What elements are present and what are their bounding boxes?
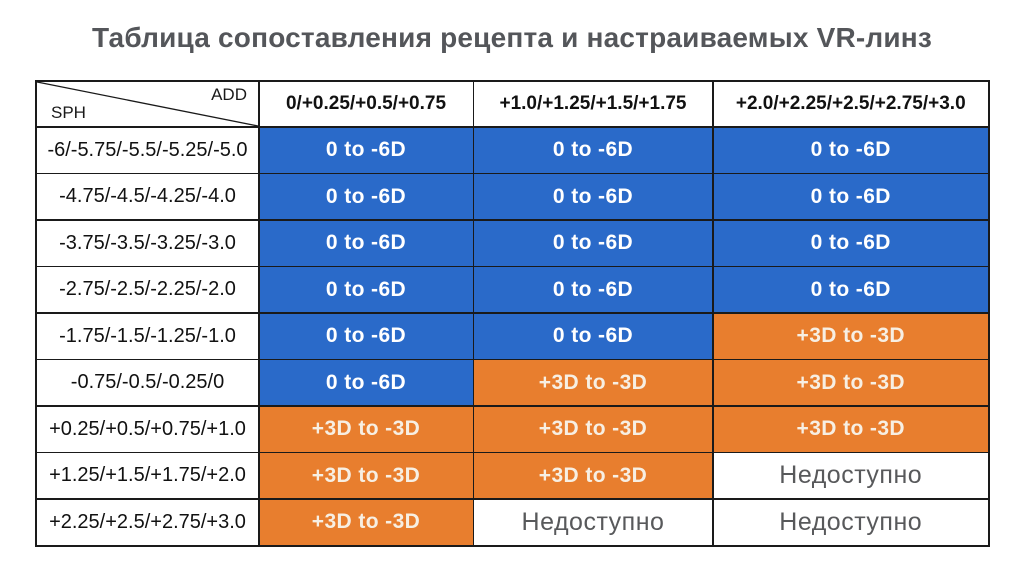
table-cell: 0 to -6D [474,313,712,359]
table-cell: Недоступно [713,453,988,499]
table-cell: +3D to -3D [474,453,712,499]
sph-row-label: -4.75/-4.5/-4.25/-4.0 [37,174,258,220]
sph-row-label: -3.75/-3.5/-3.25/-3.0 [37,220,258,266]
table-cell: 0 to -6D [713,174,988,220]
table-cell: 0 to -6D [259,360,473,406]
sph-row-label: -1.75/-1.5/-1.25/-1.0 [37,313,258,359]
table-cell: +3D to -3D [259,453,473,499]
corner-cell: ADD SPH [37,82,258,126]
diagonal-divider [37,82,258,126]
table-cell: 0 to -6D [713,267,988,313]
vr-lens-compatibility-table: ADD SPH 0/+0.25/+0.5/+0.75 +1.0/+1.25/+1… [35,80,990,547]
sph-row-label: -6/-5.75/-5.5/-5.25/-5.0 [37,127,258,173]
table-cell: +3D to -3D [259,499,473,545]
table-cell: 0 to -6D [474,174,712,220]
table-cell: 0 to -6D [259,220,473,266]
table-cell: +3D to -3D [713,406,988,452]
column-header-add-1: +1.0/+1.25/+1.5/+1.75 [474,82,712,126]
table-cell: Недоступно [713,499,988,545]
table-cell: 0 to -6D [259,267,473,313]
column-header-add-2: +2.0/+2.25/+2.5/+2.75/+3.0 [713,82,988,126]
page-title: Таблица сопоставления рецепта и настраив… [91,22,933,53]
sph-row-label: -0.75/-0.5/-0.25/0 [37,360,258,406]
table-cell: +3D to -3D [474,360,712,406]
add-axis-label: ADD [211,85,247,104]
column-header-add-0: 0/+0.25/+0.5/+0.75 [259,82,473,126]
table-cell: 0 to -6D [259,174,473,220]
sph-row-label: +1.25/+1.5/+1.75/+2.0 [37,453,258,499]
table-cell: 0 to -6D [713,220,988,266]
table-cell: +3D to -3D [713,313,988,359]
table-cell: 0 to -6D [259,313,473,359]
table-cell: 0 to -6D [259,127,473,173]
sph-axis-label: SPH [51,103,86,122]
table-cell: +3D to -3D [474,406,712,452]
table-cell: 0 to -6D [474,267,712,313]
sph-row-label: +0.25/+0.5/+0.75/+1.0 [37,406,258,452]
table-cell: 0 to -6D [474,220,712,266]
sph-row-label: -2.75/-2.5/-2.25/-2.0 [37,267,258,313]
table-cell: Недоступно [474,499,712,545]
table-cell: 0 to -6D [713,127,988,173]
table-cell: 0 to -6D [474,127,712,173]
sph-row-label: +2.25/+2.5/+2.75/+3.0 [37,499,258,545]
table-cell: +3D to -3D [713,360,988,406]
table-cell: +3D to -3D [259,406,473,452]
